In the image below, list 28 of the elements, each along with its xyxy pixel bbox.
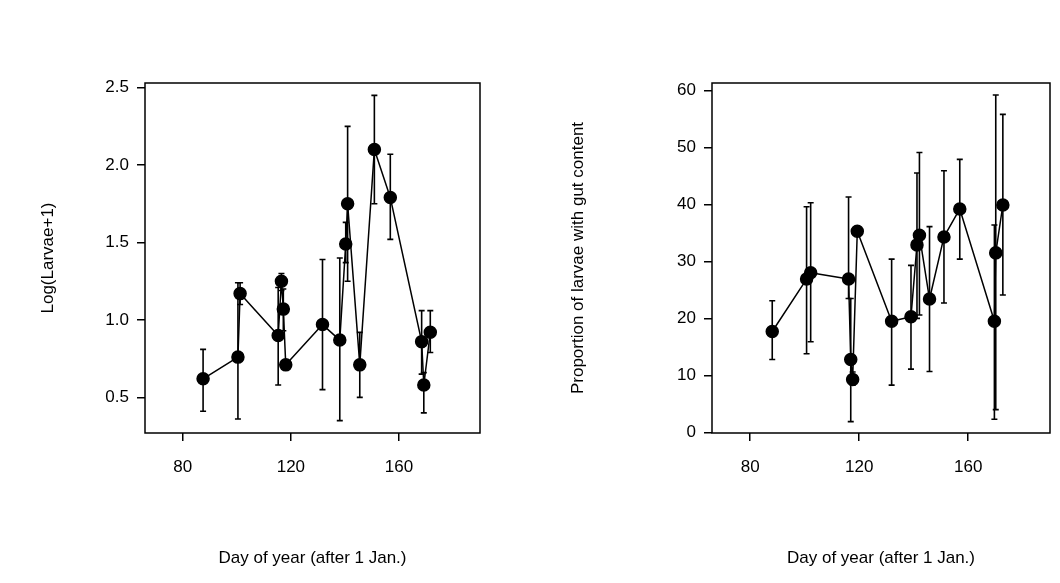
y-axis-title: Log(Larvae+1) [37,202,57,314]
y-tick-label: 0.5 [105,387,129,407]
x-tick-label: 160 [954,456,983,476]
y-tick-label: 50 [677,137,696,157]
x-tick-label: 80 [740,456,760,476]
y-tick-label: 2.5 [105,77,129,97]
point [279,358,293,372]
y-tick-label: 0 [686,422,696,442]
x-tick-label: 160 [384,456,414,476]
x-axis-title: Day of year (after 1 Jan.) [218,548,407,568]
x-tick-label: 80 [173,456,193,476]
x-axis-title: Day of year (after 1 Jan.) [786,548,976,568]
point [315,317,330,332]
x-tick-label: 120 [276,456,306,476]
y-tick-label: 1.5 [105,232,129,252]
point [367,142,382,157]
y-tick-label: 40 [677,194,696,214]
y-tick-label: 30 [677,251,696,271]
y-axis-title: Proportion of larvae with gut content [567,121,587,395]
y-tick-label: 60 [677,80,696,100]
y-tick-label: 2.0 [105,154,129,174]
point [850,224,865,238]
point [383,190,398,205]
y-tick-label: 10 [677,365,696,385]
y-tick-label: 20 [677,308,696,328]
x-tick-label: 120 [845,456,874,476]
y-tick-label: 1.0 [105,309,129,329]
point [884,314,899,329]
